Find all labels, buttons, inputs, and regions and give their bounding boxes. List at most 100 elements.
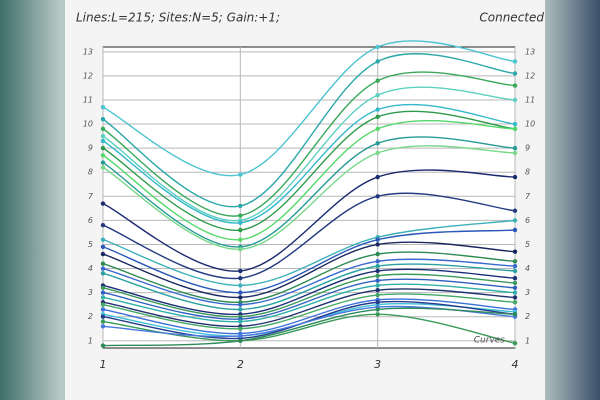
curve: [102, 283, 516, 323]
y-tick-label: 6: [88, 216, 93, 225]
curve-point: [512, 121, 518, 127]
y-tick-label-right: 6: [525, 216, 530, 225]
curve-point: [238, 319, 243, 324]
curve-point: [512, 71, 518, 76]
y-tick-label-right: 2: [525, 312, 530, 321]
curve: [102, 293, 516, 330]
curve-point: [375, 268, 380, 274]
curve-point: [375, 263, 380, 269]
curve-point: [100, 244, 106, 250]
curve: [102, 71, 516, 217]
y-tick-label: 11: [83, 95, 93, 104]
curve: [102, 258, 516, 306]
curve-point: [512, 150, 518, 156]
y-tick-label: 5: [88, 240, 93, 249]
curve-point: [375, 194, 380, 199]
curve-point: [375, 59, 380, 64]
curve-point: [100, 302, 106, 307]
curves: [100, 40, 518, 348]
y-tick-label: 8: [88, 168, 93, 177]
curve-point: [375, 312, 380, 317]
x-tick-label: 2: [237, 358, 244, 371]
curve-point: [375, 44, 380, 50]
curve-point: [512, 290, 518, 295]
curve: [102, 40, 516, 177]
curve-point: [512, 83, 518, 88]
curve-point: [512, 249, 518, 254]
curve-point: [375, 92, 380, 98]
curve-point: [375, 150, 380, 156]
curve: [102, 307, 516, 347]
y-tick-label-right: 10: [525, 120, 535, 129]
y-tick-label: 4: [88, 264, 93, 273]
curve: [102, 145, 516, 250]
y-tick-label: 13: [83, 47, 93, 56]
curve-point: [238, 295, 243, 300]
curve-point: [512, 97, 518, 103]
curve-point: [238, 338, 243, 343]
curve-point: [375, 251, 380, 257]
curve: [102, 136, 516, 248]
curve-point: [375, 307, 380, 312]
curve-point: [512, 280, 518, 286]
info-label: Lines:L=215; Sites:N=5; Gain:+1;: [76, 11, 280, 25]
curve-point: [100, 165, 106, 170]
curve-point: [100, 261, 106, 266]
curve-point: [512, 300, 518, 305]
curve-point: [375, 278, 380, 283]
curve-point: [512, 208, 518, 213]
curve-point: [512, 126, 518, 132]
curve-point: [375, 141, 380, 146]
curve: [102, 219, 516, 287]
curve-point: [100, 251, 106, 257]
curve-point: [100, 145, 106, 151]
curve-point: [375, 283, 380, 288]
curve-point: [100, 295, 106, 300]
curve-point: [100, 126, 106, 132]
curve-point: [375, 273, 380, 278]
curve: [102, 298, 516, 335]
curve-point: [512, 340, 518, 346]
status-label[interactable]: Connected: [479, 11, 544, 25]
curve: [102, 119, 516, 241]
curve-point: [375, 292, 380, 298]
curve-point: [238, 326, 243, 331]
curve-point: [512, 145, 518, 151]
curve-point: [238, 203, 243, 209]
curve-point: [238, 307, 243, 312]
curve: [102, 241, 516, 299]
curve-point: [512, 227, 518, 233]
curve-point: [238, 247, 243, 252]
y-tick-label-right: 8: [525, 168, 530, 177]
curve-point: [375, 78, 380, 83]
curve: [102, 278, 516, 320]
curve: [102, 110, 516, 231]
curve-point: [375, 300, 380, 305]
x-tick-label: 4: [512, 358, 519, 371]
y-tick-label: 12: [83, 71, 93, 80]
curve-point: [375, 259, 380, 264]
curve: [102, 192, 516, 280]
curve-point: [512, 268, 518, 274]
curve: [102, 169, 516, 272]
curve-point: [100, 307, 106, 312]
curve: [102, 229, 516, 294]
curve-point: [238, 227, 243, 233]
curve: [102, 288, 516, 328]
y-tick-label: 9: [88, 144, 93, 153]
curve-point: [100, 153, 106, 158]
curve: [102, 53, 516, 208]
curve-point: [512, 312, 518, 317]
curve-point: [238, 213, 243, 218]
curve-point: [512, 263, 518, 269]
y-tick-label-right: 11: [525, 95, 535, 104]
curve-point: [375, 114, 380, 120]
y-tick-label: 2: [88, 312, 93, 321]
curve: [102, 86, 516, 222]
curve-point: [100, 271, 106, 276]
curve-point: [100, 133, 106, 139]
curve-point: [100, 290, 106, 295]
curve-point: [238, 283, 243, 288]
y-tick-label-right: 13: [525, 47, 535, 56]
